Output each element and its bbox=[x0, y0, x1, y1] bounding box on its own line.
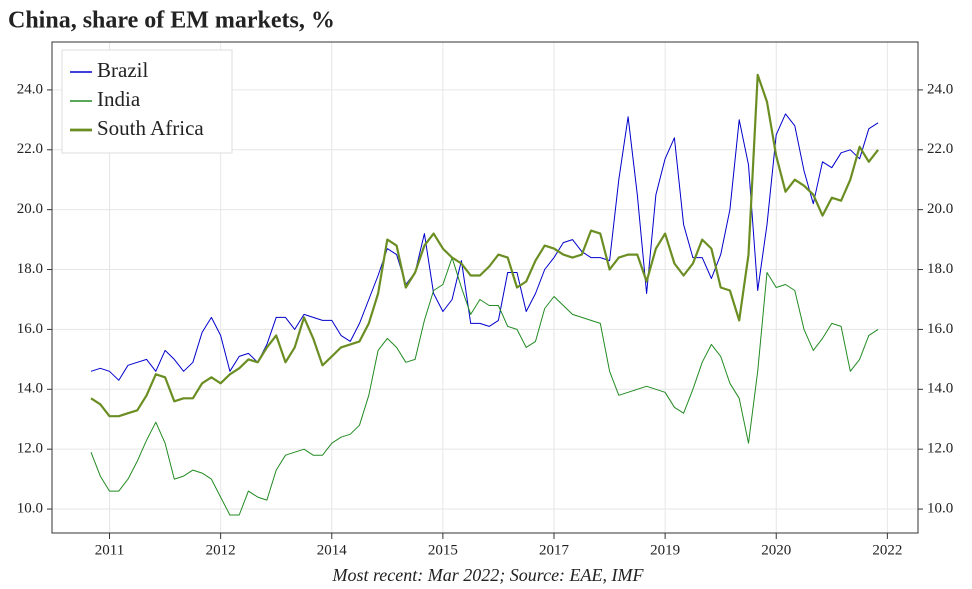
y-tick-label: 20.0 bbox=[17, 201, 43, 217]
x-tick-label: 2017 bbox=[539, 542, 570, 558]
caption: Most recent: Mar 2022; Source: EAE, IMF bbox=[331, 565, 644, 585]
y-tick-label: 10.0 bbox=[17, 500, 43, 516]
y2-tick-label: 20.0 bbox=[927, 201, 953, 217]
y2-tick-label: 18.0 bbox=[927, 261, 953, 277]
x-tick-label: 2012 bbox=[206, 542, 236, 558]
y-tick-label: 24.0 bbox=[17, 81, 43, 97]
series-line bbox=[90, 257, 879, 516]
x-tick-label: 2015 bbox=[428, 542, 458, 558]
y2-tick-label: 14.0 bbox=[927, 381, 953, 397]
legend-label: India bbox=[97, 87, 141, 111]
y-tick-label: 22.0 bbox=[17, 141, 43, 157]
chart-title: China, share of EM markets, % bbox=[8, 8, 335, 34]
y-tick-label: 16.0 bbox=[17, 321, 43, 337]
x-tick-label: 2011 bbox=[95, 542, 124, 558]
plot-frame bbox=[51, 41, 919, 534]
y2-tick-label: 22.0 bbox=[927, 141, 953, 157]
x-tick-label: 2019 bbox=[650, 542, 680, 558]
series-line bbox=[90, 113, 879, 381]
legend: Brazil India South Africa bbox=[61, 49, 233, 154]
x-tick-label: 2014 bbox=[317, 542, 348, 558]
y2-tick-label: 16.0 bbox=[927, 321, 953, 337]
y-tick-label: 14.0 bbox=[17, 381, 43, 397]
legend-label: South Africa bbox=[97, 116, 204, 140]
legend-label: Brazil bbox=[97, 58, 148, 82]
x-tick-label: 2022 bbox=[872, 542, 902, 558]
series-line bbox=[90, 73, 879, 418]
x-tick-label: 2020 bbox=[761, 542, 791, 558]
y-tick-label: 12.0 bbox=[17, 441, 43, 457]
y2-tick-label: 24.0 bbox=[927, 81, 953, 97]
y2-tick-label: 12.0 bbox=[927, 441, 953, 457]
y2-tick-label: 10.0 bbox=[927, 500, 953, 516]
y-tick-label: 18.0 bbox=[17, 261, 43, 277]
